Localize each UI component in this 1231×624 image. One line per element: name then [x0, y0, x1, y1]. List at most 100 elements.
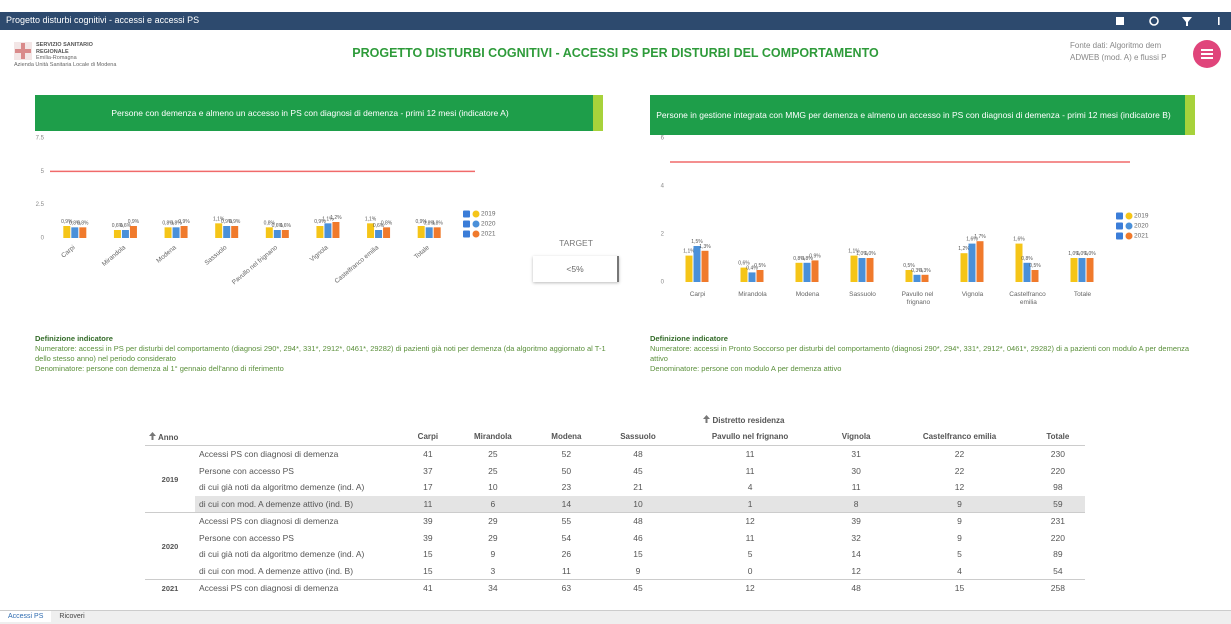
bar — [685, 255, 693, 282]
table-cell: 32 — [851, 532, 861, 543]
x-tick-label: Modena — [155, 244, 178, 265]
legend-checkbox[interactable] — [463, 220, 470, 228]
value-label: 1,7% — [974, 234, 986, 240]
row-label: Accessi PS con diagnosi di demenza — [195, 512, 403, 530]
table-cell: 89 — [1053, 549, 1063, 560]
toolbar-icons[interactable] — [1110, 14, 1230, 28]
legend-label: 2019 — [481, 211, 496, 218]
definition-title: Definizione indicatore — [650, 334, 728, 343]
bar — [172, 227, 180, 238]
value-label: 0,9% — [809, 253, 821, 259]
table-row: di cui già noti da algoritmo demenze (in… — [145, 546, 1085, 563]
table-cell: 5 — [957, 549, 962, 560]
definition: Definizione indicatore Numeratore: acces… — [35, 334, 615, 374]
x-tick-label: Mirandola — [738, 291, 767, 298]
value-label: 0,8% — [431, 220, 443, 226]
value-label: 0,9% — [61, 219, 73, 225]
bar — [79, 227, 87, 238]
menu-icon[interactable] — [1193, 40, 1221, 68]
menu-button[interactable] — [1193, 40, 1221, 68]
tab[interactable]: Ricoveri — [59, 613, 85, 620]
x-tick-label: Modena — [796, 291, 820, 298]
source-note: Fonte dati: Algoritmo dem ADWEB (mod. A)… — [1070, 40, 1200, 64]
y-tick-label: 7.5 — [36, 136, 45, 142]
bar — [164, 227, 172, 238]
more-icon[interactable] — [1218, 17, 1220, 25]
column-header: Modena — [551, 432, 582, 442]
legend-checkbox[interactable] — [463, 210, 470, 218]
bar — [1023, 262, 1031, 282]
table-cell: 22 — [888, 445, 1031, 463]
value-label: 0,4% — [746, 265, 758, 271]
value-label: 0,9% — [415, 219, 427, 225]
bar — [921, 274, 929, 282]
table-row: 2021 Accessi PS con diagnosi di demenza 41… — [145, 579, 1085, 597]
legend-checkbox[interactable] — [1116, 212, 1123, 220]
logo-text: Emilia-Romagna — [36, 55, 77, 61]
bar — [803, 262, 811, 282]
table-cell: 11 — [745, 465, 755, 476]
table-cell: 12 — [851, 565, 861, 576]
x-tick-label: Vignola — [962, 291, 984, 298]
legend-label: 2021 — [1134, 233, 1149, 240]
year-header-text: Anno — [158, 432, 179, 442]
table-cell: 0 — [747, 565, 753, 576]
value-label: 1,6% — [966, 237, 978, 243]
bar — [1015, 243, 1023, 282]
legend-checkbox[interactable] — [1116, 232, 1123, 240]
bar — [866, 258, 874, 282]
value-label: 0,6% — [120, 223, 132, 229]
sort-icon[interactable] — [703, 415, 711, 424]
table-container: Distretto residenza Anno Carpi Mirandola Mod… — [145, 412, 1085, 610]
top-bar: Progetto disturbi cognitivi - accessi e … — [0, 12, 1231, 30]
value-label: 1,0% — [1076, 251, 1088, 257]
legend-swatch — [1125, 212, 1133, 220]
bar — [968, 243, 976, 282]
table-cell: 48 — [599, 512, 677, 530]
filter-icon[interactable] — [1182, 17, 1192, 26]
x-tick-label: Castelfranco emilia — [334, 244, 381, 285]
y-tick-label: 2 — [661, 232, 665, 238]
row-label: di cui con mod. A demenze attivo (ind. B… — [199, 565, 354, 576]
page-title: PROGETTO DISTURBI COGNITIVI - ACCESSI PS… — [352, 46, 879, 60]
value-label: 1,3% — [699, 244, 711, 250]
value-label: 1,1% — [365, 216, 377, 222]
column-header: Castelfranco emilia — [922, 432, 997, 442]
bar — [121, 230, 129, 238]
table-cell: 15 — [888, 579, 1031, 597]
column-header: Pavullo nel frignano — [711, 432, 789, 442]
x-tick-label: Carpi — [690, 291, 706, 298]
value-label: 0,8% — [170, 220, 182, 226]
value-label: 1,0% — [1068, 251, 1080, 257]
x-tick-label: Totale — [413, 244, 431, 261]
table-cell: 54 — [1053, 565, 1063, 576]
target-label: TARGET — [559, 238, 593, 248]
source-line: Fonte dati: Algoritmo dem — [1070, 41, 1162, 50]
table-cell: 39 — [423, 532, 433, 543]
legend-checkbox[interactable] — [1116, 222, 1123, 230]
x-tick-label: Pavullo nel frignano — [902, 291, 934, 306]
year-cell: 2021 — [145, 579, 195, 597]
table-cell: 29 — [452, 512, 533, 530]
value-label: 0,8% — [793, 256, 805, 262]
row-label: di cui già noti da algoritmo demenze (in… — [199, 482, 365, 493]
x-tick-label: Carpi — [60, 244, 76, 259]
table-cell: 9 — [957, 532, 962, 543]
table-cell: 50 — [561, 465, 572, 476]
tab[interactable]: Accessi PS — [0, 611, 52, 622]
table-cell: 11 — [561, 565, 571, 576]
bar — [316, 226, 324, 238]
table-cell: 39 — [403, 512, 453, 530]
table-cell: 26 — [561, 549, 572, 560]
sort-icon[interactable] — [149, 431, 156, 440]
refresh-icon[interactable] — [1149, 16, 1159, 26]
legend-checkbox[interactable] — [463, 230, 470, 238]
table-cell: 15 — [423, 549, 433, 560]
y-tick-label: 4 — [661, 184, 665, 190]
logo-text: Azienda Unità Sanitaria Locale di Modena — [14, 61, 117, 68]
table-cell: 9 — [635, 565, 641, 576]
table-icon[interactable] — [1116, 17, 1124, 25]
table-cell: 54 — [561, 532, 572, 543]
value-label: 0,8% — [801, 256, 813, 262]
table-cell: 98 — [1053, 482, 1063, 493]
